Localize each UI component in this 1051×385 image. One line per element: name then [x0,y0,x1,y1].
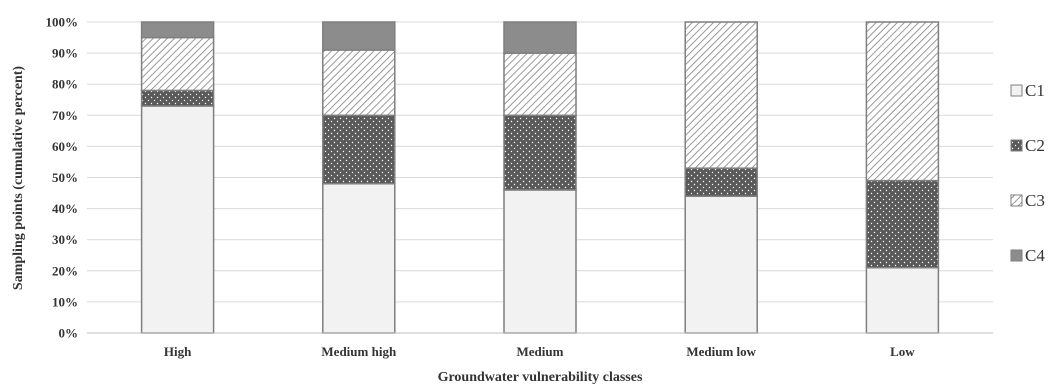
bars [140,21,940,334]
legend-swatch [1010,249,1023,262]
bar-segment-c1 [322,182,396,334]
bar-stack [503,21,577,334]
y-tick-label: 80% [52,77,78,92]
bar-segment-c4 [140,21,215,39]
bar-segment-c4 [503,21,577,54]
legend-label: C3 [1025,191,1045,210]
bar-segment-c2 [322,114,396,185]
y-axis-ticks: 0% 10% 20% 30% 40% 50% 60% 70% 80% 90% 100% [46,15,79,341]
legend-item-c4: C4 [1010,246,1045,265]
bar-segment-c2 [684,167,758,197]
bar-segment-c3 [322,49,396,117]
legend-swatch [1010,139,1023,152]
x-tick-label: Medium high [321,344,397,359]
bar-stack [684,21,758,334]
x-axis-title: Groundwater vulnerability classes [438,370,643,385]
bar-segment-c2 [865,179,940,269]
y-axis-title: Sampling points (cumulative percent) [11,66,26,290]
y-tick-label: 30% [52,232,78,247]
legend-item-c1: C1 [1010,81,1045,100]
y-tick-label: 10% [52,294,78,309]
x-tick-label: High [164,344,192,359]
bar-segment-c3 [684,21,758,169]
bar-segment-c1 [865,266,940,334]
bar-segment-c1 [684,195,758,334]
x-axis-ticks: High Medium high Medium Medium low Low [164,344,915,359]
legend-label: C2 [1025,136,1045,155]
legend: C1 C2 C3 C4 [1010,81,1045,265]
bar-segment-c3 [140,36,215,92]
bar-stack [865,21,940,334]
bar-segment-c2 [503,114,577,191]
y-tick-label: 70% [52,108,78,123]
legend-item-c3: C3 [1010,191,1045,210]
bar-segment-c3 [865,21,940,182]
y-tick-label: 0% [59,326,79,341]
legend-label: C4 [1025,246,1045,265]
y-tick-label: 60% [52,139,78,154]
legend-swatch [1010,194,1023,207]
legend-swatch [1010,84,1023,97]
bar-segment-c2 [140,89,215,107]
bar-segment-c1 [503,189,577,334]
y-tick-label: 50% [52,170,78,185]
y-tick-label: 90% [52,46,78,61]
bar-segment-c4 [322,21,396,51]
bar-stack [322,21,396,334]
y-tick-label: 20% [52,263,78,278]
legend-label: C1 [1025,81,1045,100]
legend-item-c2: C2 [1010,136,1045,155]
y-tick-label: 100% [46,15,79,30]
x-tick-label: Medium [517,344,564,359]
bar-stack [140,21,215,334]
x-tick-label: Low [890,344,915,359]
x-tick-label: Medium low [686,344,756,359]
y-tick-label: 40% [52,201,78,216]
bar-segment-c3 [503,52,577,117]
bar-segment-c1 [140,105,215,334]
